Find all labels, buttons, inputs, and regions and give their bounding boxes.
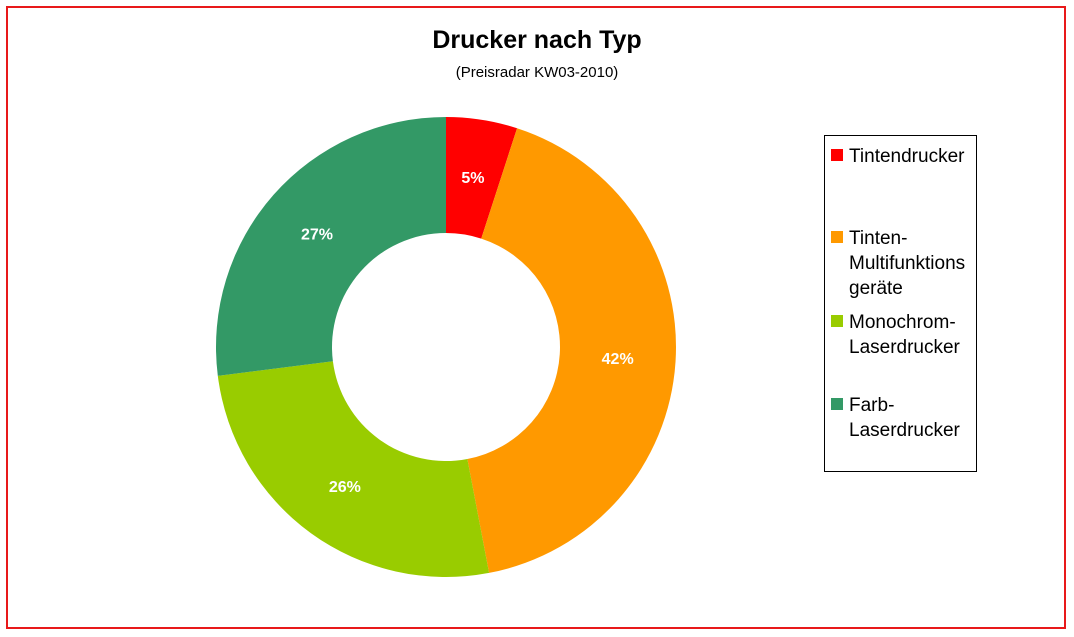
legend-item-3: Monochrom- Laserdrucker	[831, 310, 960, 360]
legend-label: Tintendrucker	[849, 146, 965, 167]
legend-swatch	[831, 231, 843, 243]
donut-slice-4	[215, 117, 446, 376]
chart-subtitle: (Preisradar KW03-2010)	[455, 64, 619, 81]
slice-data-label-2: 42%	[602, 351, 634, 368]
legend-item-4: Farb- Laserdrucker	[831, 393, 960, 443]
donut-slice-1	[446, 117, 518, 239]
donut-slice-3	[217, 361, 490, 577]
legend-swatch	[831, 315, 843, 327]
donut-slice-2	[467, 128, 676, 573]
slice-data-label-3: 26%	[329, 479, 361, 496]
legend-label: Monochrom- Laserdrucker	[849, 312, 960, 358]
legend-swatch	[831, 149, 843, 161]
slice-data-label-1: 5%	[461, 170, 484, 187]
legend-item-1: Tintendrucker	[831, 144, 964, 169]
legend-swatch	[831, 398, 843, 410]
legend-label: Tinten- Multifunktions geräte	[849, 228, 966, 299]
chart-legend: Tintendrucker Tinten- Multifunktions gerä…	[824, 135, 977, 472]
legend-item-2: Tinten- Multifunktions geräte	[831, 226, 965, 301]
legend-label: Farb- Laserdrucker	[849, 395, 960, 441]
chart-title: Drucker nach Typ	[432, 26, 642, 54]
slice-data-label-4: 27%	[301, 226, 333, 243]
